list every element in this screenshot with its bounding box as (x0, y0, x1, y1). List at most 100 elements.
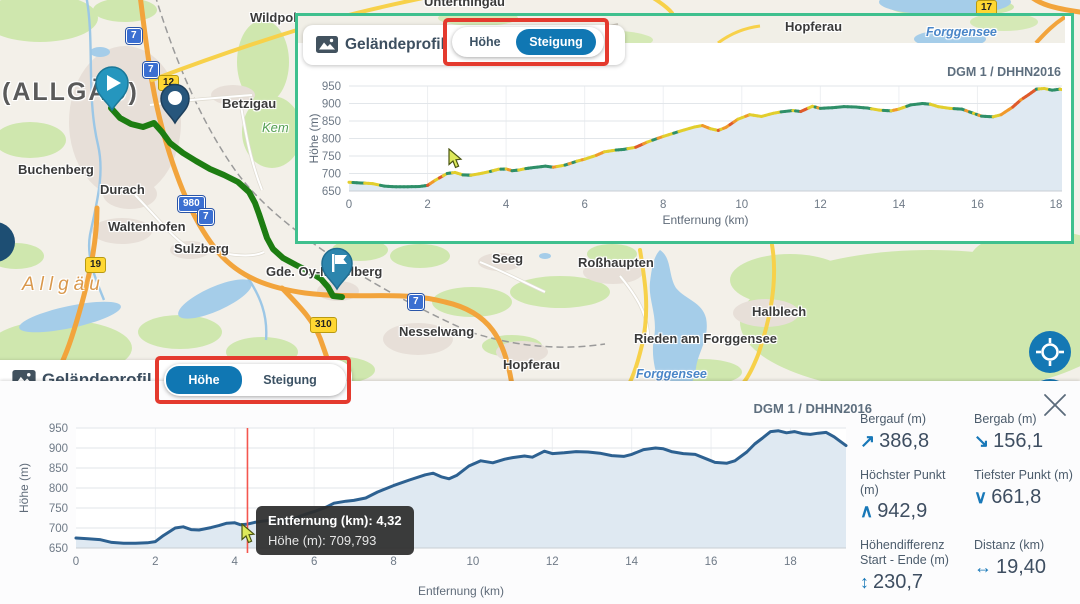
overlay-panel-title: Geländeprofil (345, 36, 445, 53)
bottom-source-label: DGM 1 / DHHN2016 (753, 401, 872, 416)
svg-text:850: 850 (322, 116, 341, 128)
geolocate-button[interactable] (1028, 330, 1072, 374)
svg-text:Entfernung (km): Entfernung (km) (418, 584, 504, 598)
svg-text:Höhe (m): Höhe (m) (307, 113, 321, 163)
tooltip-elevation: Höhe (m): 709,793 (268, 533, 377, 548)
road-shield: 980 (178, 196, 205, 212)
overlay-tab-hoehe[interactable]: Höhe (469, 35, 501, 49)
svg-text:0: 0 (346, 199, 352, 211)
map-label: Kem (262, 120, 289, 135)
svg-text:950: 950 (322, 81, 341, 93)
stat-bergauf: Bergauf (m) ↗ 386,8 (860, 412, 930, 452)
play-icon (107, 75, 121, 91)
chart-tooltip: Entfernung (km): 4,32 Höhe (m): 709,793 (256, 506, 414, 555)
stat-tiefster-punkt: Tiefster Punkt (m) ∨ 661,8 (974, 467, 1073, 508)
svg-text:650: 650 (49, 543, 68, 555)
waypoint-dot-icon (168, 91, 182, 105)
map-label: Waltenhofen (108, 219, 186, 234)
chevron-down-icon: ∨ (974, 486, 988, 507)
road-shield: 7 (143, 62, 159, 78)
profile-stats: Bergauf (m) ↗ 386,8 Bergab (m) ↘ 156,1 Höc… (860, 412, 1078, 594)
svg-text:12: 12 (546, 556, 559, 568)
overlay-panel-body: DGM 1 / DHHN2016 650 700 750 800 850 900 950 0 2… (298, 43, 1071, 241)
svg-text:12: 12 (814, 199, 827, 211)
svg-text:6: 6 (311, 556, 317, 568)
map-label: Betzigau (222, 96, 277, 111)
stat-bergab: Bergab (m) ↘ 156,1 (974, 412, 1044, 452)
svg-text:18: 18 (1050, 199, 1062, 211)
svg-text:10: 10 (467, 556, 480, 568)
hoehe-chart[interactable]: 650 700 750 800 850 900 950 0 2 4 6 8 10 12 14 16 18 Entf… (16, 420, 860, 600)
map-label: Seeg (492, 251, 524, 266)
svg-text:2: 2 (424, 199, 430, 211)
svg-text:8: 8 (390, 556, 396, 568)
svg-text:900: 900 (49, 443, 68, 455)
stat-distanz: Distanz (km) ↔ 19,40 (974, 538, 1047, 578)
svg-text:16: 16 (705, 556, 718, 568)
map-label: Buchenberg (18, 162, 94, 177)
bottom-tab-hoehe[interactable]: Höhe (166, 366, 242, 394)
map-label: Sulzberg (174, 241, 229, 256)
road-shield: 310 (310, 317, 337, 333)
svg-text:4: 4 (232, 556, 239, 568)
map-label: Wildpol (250, 10, 297, 25)
map-label: Rieden am Forggensee (634, 331, 778, 346)
route-start-marker[interactable] (92, 64, 132, 112)
map-label: Allgäu (22, 274, 105, 295)
svg-text:650: 650 (322, 186, 341, 198)
map-label: Roßhaupten (578, 255, 654, 270)
close-icon (1044, 394, 1066, 416)
map-edge-button[interactable] (0, 222, 16, 262)
svg-text:Höhe (m): Höhe (m) (17, 463, 31, 513)
map-label: Unterthingau (424, 0, 505, 9)
svg-text:800: 800 (322, 134, 341, 146)
map-label: Nesselwang (399, 324, 475, 339)
chevron-up-icon: ∧ (860, 501, 874, 522)
arrow-left-right-icon: ↔ (974, 557, 992, 577)
svg-text:6: 6 (581, 199, 587, 211)
svg-text:2: 2 (152, 556, 158, 568)
map-label: Hopferau (503, 357, 561, 372)
arrow-up-right-icon: ↗ (860, 430, 876, 451)
svg-text:8: 8 (660, 199, 666, 211)
overlay-source-label: DGM 1 / DHHN2016 (947, 65, 1061, 79)
map-label: Halblech (752, 304, 807, 319)
overlay-mode-toggle: Höhe Steigung (452, 27, 604, 57)
route-line (108, 105, 345, 300)
terrain-profile-overlay-steigung: Hopferau Forggensee DGM 1 / DHHN2016 650 7… (295, 13, 1074, 244)
route-end-marker[interactable] (318, 245, 356, 291)
svg-text:16: 16 (971, 199, 984, 211)
bottom-tab-steigung[interactable]: Steigung (263, 373, 317, 387)
overlay-tab-steigung[interactable]: Steigung (516, 29, 596, 55)
svg-text:700: 700 (49, 523, 68, 535)
target-icon (1036, 338, 1064, 366)
road-shield: 7 (198, 209, 214, 225)
svg-text:850: 850 (49, 463, 68, 475)
svg-text:950: 950 (49, 423, 68, 435)
svg-text:750: 750 (322, 151, 341, 163)
stat-hoehendifferenz: Höhendifferenz Start - Ende (m) ↕ 230,7 (860, 538, 949, 593)
steigung-chart[interactable]: 650 700 750 800 850 900 950 0 2 4 6 8 10 12 14 16 18 Entf… (306, 77, 1062, 229)
svg-text:900: 900 (322, 99, 341, 111)
terrain-profile-icon (316, 36, 338, 53)
waypoint-marker[interactable] (158, 81, 192, 125)
svg-text:0: 0 (73, 556, 79, 568)
road-shield: 19 (85, 257, 107, 273)
svg-text:4: 4 (503, 199, 510, 211)
svg-text:10: 10 (735, 199, 748, 211)
map-label: Forggensee (636, 367, 707, 381)
road-shield: 7 (126, 28, 142, 44)
svg-text:700: 700 (322, 169, 341, 181)
stat-hoechster-punkt: Höchster Punkt (m) ∧ 942,9 (860, 467, 946, 523)
svg-text:18: 18 (784, 556, 797, 568)
svg-text:Entfernung (km): Entfernung (km) (662, 213, 748, 227)
tooltip-distance: Entfernung (km): 4,32 (268, 513, 402, 528)
bottom-mode-toggle: Höhe Steigung (164, 364, 346, 396)
road-shield: 7 (408, 294, 424, 310)
svg-text:750: 750 (49, 503, 68, 515)
svg-text:800: 800 (49, 483, 68, 495)
arrow-down-right-icon: ↘ (974, 430, 990, 451)
flag-icon (332, 254, 347, 272)
close-button[interactable] (1040, 390, 1070, 420)
bottom-panel-body: DGM 1 / DHHN2016 650 700 750 800 850 900 950 0 2… (0, 381, 1080, 604)
